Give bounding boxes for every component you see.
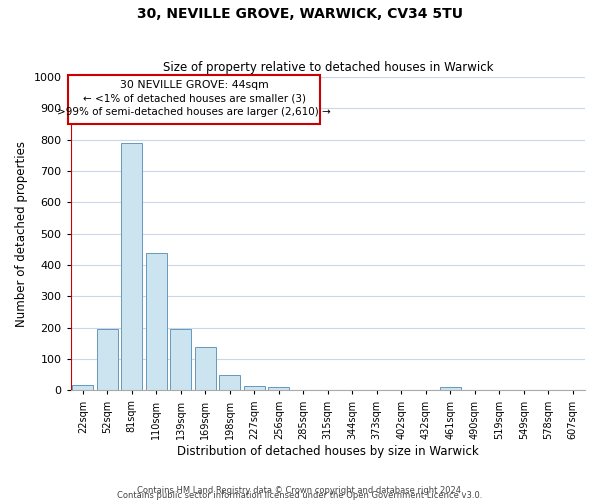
X-axis label: Distribution of detached houses by size in Warwick: Distribution of detached houses by size …: [177, 444, 479, 458]
Bar: [97, 330, 118, 390]
Text: Contains HM Land Registry data © Crown copyright and database right 2024.: Contains HM Land Registry data © Crown c…: [137, 486, 463, 495]
Bar: [146, 252, 167, 390]
Bar: [121, 143, 142, 390]
Text: 30 NEVILLE GROVE: 44sqm: 30 NEVILLE GROVE: 44sqm: [119, 80, 268, 90]
Bar: [170, 330, 191, 390]
FancyBboxPatch shape: [68, 76, 320, 124]
Bar: [195, 346, 216, 391]
Title: Size of property relative to detached houses in Warwick: Size of property relative to detached ho…: [163, 62, 493, 74]
Text: >99% of semi-detached houses are larger (2,610) →: >99% of semi-detached houses are larger …: [57, 107, 331, 117]
Bar: [220, 374, 240, 390]
Bar: [440, 388, 461, 390]
Text: Contains public sector information licensed under the Open Government Licence v3: Contains public sector information licen…: [118, 491, 482, 500]
Y-axis label: Number of detached properties: Number of detached properties: [15, 140, 28, 326]
Bar: [73, 385, 93, 390]
Bar: [244, 386, 265, 390]
Text: ← <1% of detached houses are smaller (3): ← <1% of detached houses are smaller (3): [83, 94, 305, 104]
Bar: [268, 388, 289, 390]
Text: 30, NEVILLE GROVE, WARWICK, CV34 5TU: 30, NEVILLE GROVE, WARWICK, CV34 5TU: [137, 8, 463, 22]
